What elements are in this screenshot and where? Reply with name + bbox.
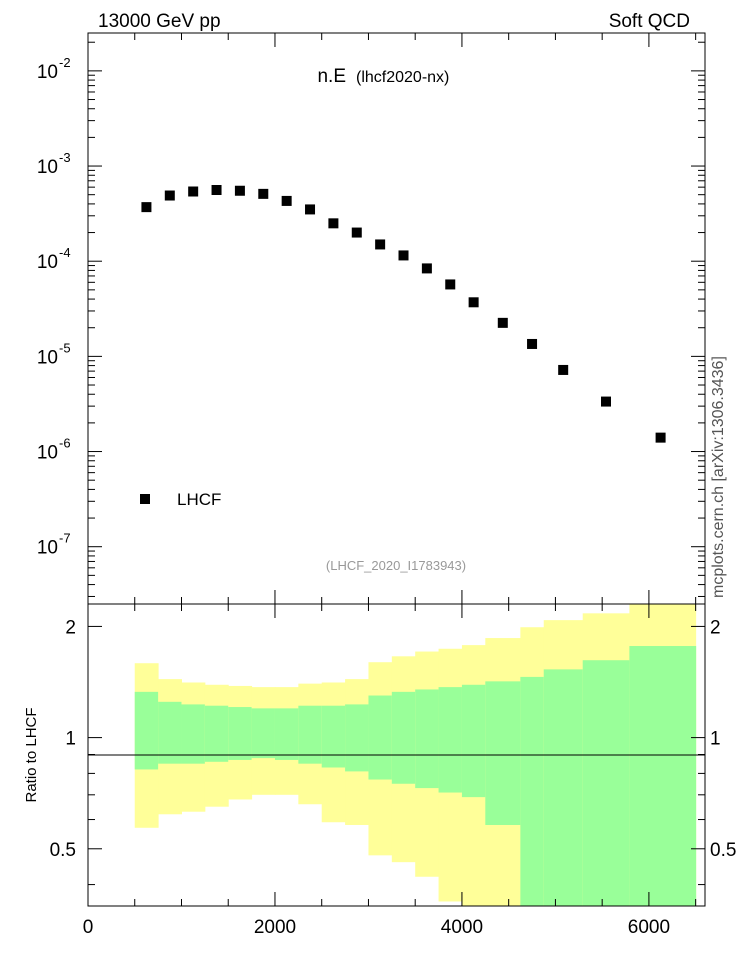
chart-title: n.E	[317, 66, 346, 87]
data-points	[141, 185, 666, 443]
data-point	[234, 185, 245, 196]
main-y-ticks: 10-210-310-410-510-610-7	[37, 33, 705, 604]
legend-label: LHCF	[177, 490, 221, 509]
ratio-bands	[134, 604, 697, 906]
ratio-y-ticks: 2 2 1 1 0.5 0.5	[50, 617, 736, 886]
data-point	[211, 185, 222, 196]
ratio-y-tick-label: 0.5	[50, 840, 76, 861]
data-point	[445, 279, 456, 290]
ratio-panel: 2 2 1 1 0.5 0.5 0 2000 4000 6000 Ratio to LHCF	[23, 603, 736, 938]
ratio-inner-band	[181, 704, 206, 764]
ratio-inner-band	[485, 681, 521, 825]
ratio-inner-band	[543, 669, 584, 906]
ratio-y-tick-label-right: 2	[710, 617, 721, 638]
main-y-tick-exponent: -3	[59, 150, 71, 165]
data-point	[398, 250, 409, 261]
source-label: mcplots.cern.ch [arXiv:1306.3436]	[710, 356, 727, 598]
ratio-inner-band	[158, 701, 182, 764]
main-y-tick-label: 10	[37, 443, 58, 464]
data-point	[328, 218, 339, 229]
x-tick-label: 6000	[628, 917, 670, 938]
data-point	[497, 317, 508, 328]
main-y-tick-exponent: -6	[59, 436, 71, 451]
ratio-inner-band	[251, 708, 276, 759]
ratio-inner-band	[438, 687, 463, 793]
ratio-y-tick-label: 1	[65, 729, 76, 750]
ratio-inner-band	[461, 684, 486, 798]
x-tick-label: 4000	[441, 917, 483, 938]
ratio-x-ticks: 0 2000 4000 6000	[83, 604, 697, 938]
data-point	[305, 204, 316, 215]
data-point	[281, 195, 292, 206]
ratio-inner-band	[204, 705, 229, 762]
ratio-inner-band	[368, 695, 393, 780]
legend-marker	[140, 494, 150, 504]
data-point	[188, 186, 199, 197]
ratio-inner-band	[629, 646, 697, 906]
main-y-tick-label: 10	[37, 62, 58, 83]
energy-label: 13000 GeV pp	[98, 11, 221, 32]
data-point	[164, 190, 175, 201]
ratio-y-tick-label-right: 1	[710, 729, 721, 750]
data-point	[421, 263, 432, 274]
ratio-inner-band	[228, 707, 253, 760]
main-y-tick-label: 10	[37, 157, 58, 178]
data-point	[600, 396, 611, 407]
ratio-frame	[87, 603, 706, 907]
data-point	[141, 202, 152, 213]
ratio-inner-band	[274, 708, 299, 760]
ratio-inner-band	[345, 704, 369, 772]
ratio-inner-band	[134, 691, 159, 770]
chart-title-suffix: (lhcf2020-nx)	[356, 69, 449, 86]
main-y-tick-label: 10	[37, 252, 58, 273]
data-point	[655, 432, 666, 443]
data-point	[558, 364, 569, 375]
main-y-tick-exponent: -2	[59, 55, 71, 70]
process-label: Soft QCD	[609, 11, 690, 32]
ratio-inner-band	[582, 660, 630, 906]
ratio-y-tick-label-right: 0.5	[710, 840, 736, 861]
ratio-y-axis-label: Ratio to LHCF	[23, 707, 40, 802]
ratio-inner-band	[298, 705, 323, 764]
data-point	[258, 188, 269, 199]
ratio-inner-band	[391, 691, 416, 784]
data-point	[351, 227, 362, 238]
data-point	[468, 297, 479, 308]
main-y-tick-label: 10	[37, 347, 58, 368]
ratio-inner-band	[321, 705, 346, 768]
data-point	[527, 338, 538, 349]
main-frame	[87, 32, 706, 605]
main-y-tick-exponent: -4	[59, 245, 71, 260]
main-y-tick-label: 10	[37, 538, 58, 559]
ratio-inner-band	[520, 676, 545, 906]
main-panel: n.E (lhcf2020-nx) 10-210-310-410-510-610…	[37, 32, 706, 605]
ratio-inner-band	[415, 689, 440, 789]
x-tick-label: 0	[83, 917, 94, 938]
data-point	[375, 239, 386, 250]
main-y-tick-exponent: -7	[59, 531, 71, 546]
x-tick-label: 2000	[254, 917, 296, 938]
watermark-label: (LHCF_2020_I1783943)	[326, 558, 466, 573]
main-y-tick-exponent: -5	[59, 340, 71, 355]
ratio-y-tick-label: 2	[65, 617, 76, 638]
